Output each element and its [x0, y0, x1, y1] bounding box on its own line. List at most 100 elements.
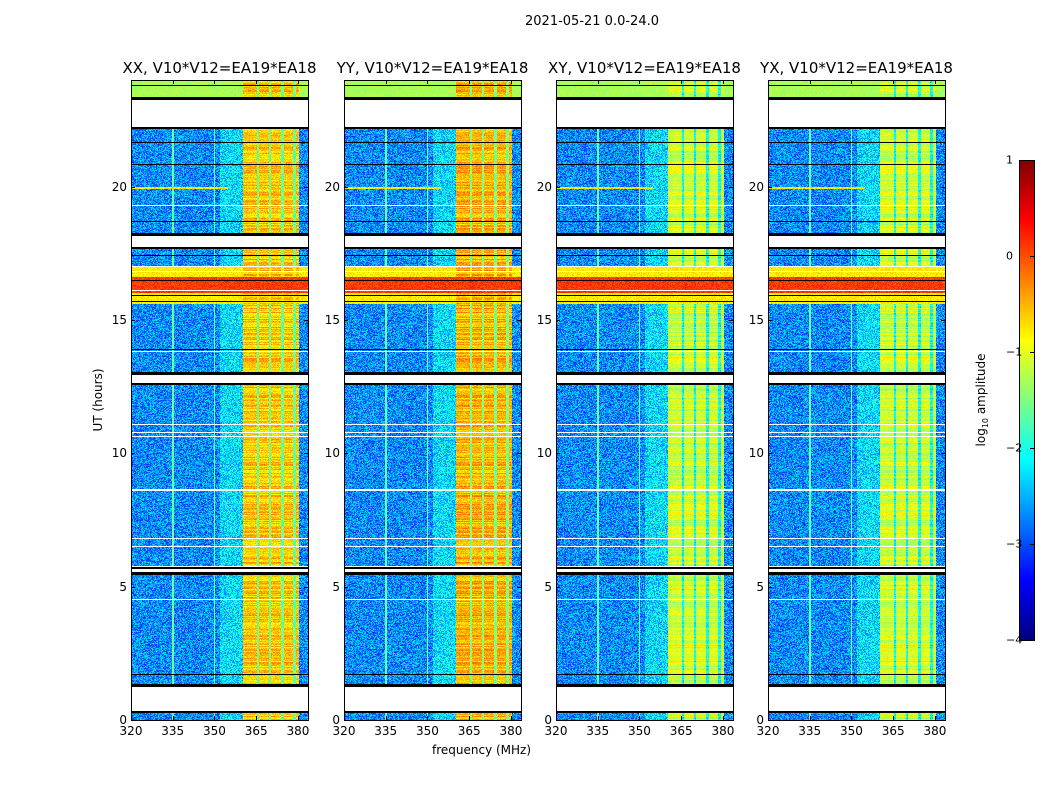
x-tick-mark	[214, 80, 216, 84]
x-tick-label: 350	[628, 724, 651, 738]
x-tick-mark	[172, 80, 174, 84]
y-tick-mark	[344, 186, 348, 188]
waterfall-heatmap-yx	[768, 80, 945, 720]
colorbar-tick-label: −4	[1006, 633, 1023, 647]
y-tick-mark	[941, 453, 945, 455]
y-tick-label: 5	[332, 579, 340, 594]
x-tick-mark	[556, 80, 557, 84]
x-tick-label: 380	[711, 724, 735, 738]
x-tick-label: 380	[499, 724, 523, 738]
colorbar-tick-label: −1	[1006, 345, 1023, 359]
y-tick-label: 5	[119, 579, 127, 594]
x-tick-mark	[385, 716, 387, 720]
x-tick-mark	[934, 80, 936, 84]
y-tick-mark	[131, 453, 135, 455]
panel-title: XX, V10*V12=EA19*EA18	[122, 59, 317, 77]
colorbar-label-rest: amplitude	[973, 353, 988, 418]
y-tick-label: 20	[111, 179, 127, 194]
x-tick-mark	[681, 80, 683, 84]
x-tick-label: 350	[203, 724, 226, 738]
y-tick-mark	[304, 320, 308, 321]
x-tick-label: 350	[416, 724, 439, 738]
waterfall-heatmap-xx	[131, 80, 308, 720]
x-tick-mark	[597, 80, 599, 84]
y-tick-mark	[556, 453, 560, 455]
x-tick-label: 335	[161, 724, 185, 738]
y-tick-mark	[304, 586, 308, 588]
y-tick-mark	[729, 320, 733, 321]
colorbar-tick-mark	[1030, 544, 1034, 545]
y-tick-mark	[729, 453, 733, 455]
x-tick-mark	[427, 716, 429, 720]
y-tick-mark	[304, 186, 308, 188]
x-tick-label: 335	[586, 724, 610, 738]
x-tick-label: 335	[374, 724, 398, 738]
x-tick-label: 320	[119, 724, 143, 738]
x-tick-mark	[172, 716, 174, 720]
y-tick-label: 10	[536, 446, 552, 461]
y-tick-label: 0	[119, 713, 127, 727]
x-tick-label: 380	[923, 724, 947, 738]
x-tick-label: 320	[544, 724, 568, 738]
x-tick-mark	[722, 80, 724, 84]
x-tick-mark	[344, 80, 345, 84]
x-tick-mark	[469, 716, 471, 720]
y-tick-label: 0	[332, 713, 340, 727]
y-tick-label: 0	[756, 713, 764, 727]
x-tick-mark	[469, 80, 471, 84]
x-tick-mark	[510, 716, 512, 720]
colorbar-tick-label: 1	[1006, 153, 1013, 167]
x-tick-mark	[722, 716, 724, 720]
y-tick-mark	[517, 186, 521, 188]
y-tick-mark	[768, 720, 772, 721]
y-tick-mark	[131, 720, 135, 721]
x-tick-mark	[639, 80, 641, 84]
x-tick-mark	[256, 80, 258, 84]
colorbar	[1019, 160, 1034, 640]
x-tick-mark	[385, 80, 387, 84]
y-tick-mark	[344, 586, 348, 588]
colorbar-tick-mark	[1030, 352, 1034, 353]
x-tick-label: 365	[669, 724, 693, 738]
x-tick-mark	[131, 716, 132, 720]
colorbar-tick-mark	[1030, 448, 1034, 449]
y-tick-mark	[768, 453, 772, 455]
y-tick-label: 15	[111, 313, 127, 327]
y-tick-mark	[556, 320, 560, 321]
y-tick-mark	[344, 320, 348, 321]
y-tick-label: 20	[324, 179, 340, 194]
y-tick-label: 20	[536, 179, 552, 194]
y-tick-mark	[729, 586, 733, 588]
x-tick-mark	[681, 716, 683, 720]
y-tick-mark	[556, 186, 560, 188]
x-tick-mark	[597, 716, 599, 720]
y-tick-label: 20	[748, 179, 764, 194]
x-tick-mark	[893, 716, 895, 720]
colorbar-tick-mark	[1030, 160, 1034, 161]
x-axis-label: frequency (MHz)	[432, 743, 532, 757]
y-tick-mark	[556, 586, 560, 588]
x-tick-label: 320	[332, 724, 356, 738]
colorbar-tick-mark	[1030, 640, 1034, 641]
y-tick-mark	[556, 720, 560, 721]
y-tick-label: 15	[536, 313, 552, 327]
colorbar-label-base: log	[973, 428, 988, 447]
y-tick-label: 10	[324, 446, 340, 461]
panel-title: XY, V10*V12=EA19*EA18	[548, 59, 741, 77]
x-tick-mark	[510, 80, 512, 84]
colorbar-label: log10 amplitude	[974, 354, 990, 447]
waterfall-heatmap-xy	[556, 80, 733, 720]
panel-title: YX, V10*V12=EA19*EA18	[760, 59, 953, 77]
x-tick-mark	[809, 716, 811, 720]
y-tick-mark	[131, 586, 135, 588]
x-tick-label: 365	[457, 724, 481, 738]
colorbar-tick-mark	[1030, 256, 1034, 257]
y-tick-label: 5	[544, 579, 552, 594]
x-tick-mark	[131, 80, 132, 84]
x-tick-mark	[256, 716, 258, 720]
waterfall-heatmap-yy	[344, 80, 521, 720]
y-tick-label: 10	[748, 446, 764, 461]
x-tick-label: 365	[881, 724, 905, 738]
figure-title: 2021-05-21 0.0-24.0	[525, 14, 659, 29]
